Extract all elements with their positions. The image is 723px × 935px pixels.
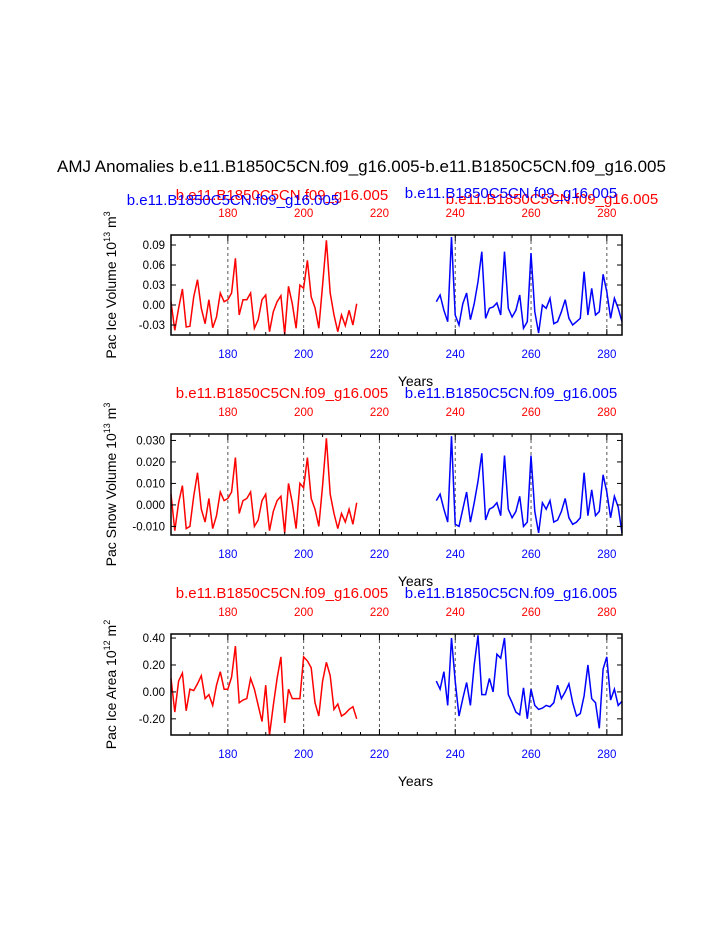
x-tick-label-blue: 280 [597,549,616,561]
x-tick-label-blue: 240 [446,549,465,561]
x-tick-label-blue: 200 [294,549,313,561]
y-label-exponent: 13 [102,423,112,433]
x-tick-label-blue: 220 [370,549,389,561]
x-tick-label-blue: 280 [597,349,616,361]
y-tick-label: 0.40 [143,633,165,645]
figure-title: AMJ Anomalies b.e11.B1850C5CN.f09_g16.00… [57,157,666,176]
y-label-exponent: 13 [102,232,112,242]
x-tick-label-blue: 220 [370,749,389,761]
x-tick-label-red: 220 [370,407,389,419]
case-label-red-right: b.e11.B1850C5CN.f09_g16.005 [446,191,658,208]
y-tick-label: -0.03 [139,320,165,332]
x-axis-label: Years [398,773,433,789]
x-tick-label-red: 200 [294,407,313,419]
y-axis-label: Pac Snow Volume 1013 m3 [102,403,119,567]
y-label-unit: m [103,216,119,232]
x-tick-label-red: 240 [446,208,465,220]
panel-3: 0.40 0.20 0.00 -0.20 180 200 220 240 260 280 180 20… [102,585,623,789]
case-label-red: b.e11.B1850C5CN.f09_g16.005 [176,585,388,602]
x-tick-label-blue: 200 [294,749,313,761]
x-tick-label-red: 240 [446,407,465,419]
case-label-red: b.e11.B1850C5CN.f09_g16.005 [176,187,388,204]
x-tick-label-red: 180 [218,607,237,619]
y-tick-label: 0.00 [143,300,165,312]
y-tick-label: 0.20 [143,660,165,672]
x-tick-label-red: 200 [294,607,313,619]
x-tick-label-blue: 180 [218,349,237,361]
x-tick-label-blue: 280 [597,749,616,761]
y-tick-label: 0.06 [143,260,165,272]
x-tick-label-blue: 240 [446,749,465,761]
x-tick-label-blue: 180 [218,549,237,561]
case-label-red: b.e11.B1850C5CN.f09_g16.005 [176,385,388,402]
x-tick-label-blue: 180 [218,749,237,761]
x-tick-label-red: 180 [218,407,237,419]
plot-frame [170,633,623,736]
x-tick-label-red: 260 [521,407,540,419]
series-line-blue [435,635,623,729]
y-tick-label: 0.030 [136,435,165,447]
x-tick-label-blue: 260 [521,549,540,561]
series-line-red [170,438,358,533]
case-label-blue: b.e11.B1850C5CN.f09_g16.005 [405,585,617,602]
y-label-unit-exponent: 3 [102,211,112,216]
series-line-red [170,240,358,335]
y-tick-label: 0.00 [143,687,165,699]
y-label-exponent: 12 [102,640,112,650]
y-axis-label: Pac Ice Area 1012 m2 [102,620,119,749]
x-tick-label-blue: 260 [521,749,540,761]
y-tick-label: 0.09 [143,240,165,252]
x-tick-label-red: 280 [597,407,616,419]
x-tick-label-red: 280 [597,607,616,619]
y-tick-label: 0.020 [136,457,165,469]
y-tick-label: 0.010 [136,478,165,490]
y-axis-label: Pac Ice Volume 1013 m3 [102,211,119,358]
x-tick-label-blue: 220 [370,349,389,361]
x-tick-label-red: 180 [218,208,237,220]
y-label-text: Pac Ice Volume 10 [103,242,119,359]
case-label-blue: b.e11.B1850C5CN.f09_g16.005 [405,385,617,402]
plot-frame [170,234,623,336]
y-tick-label: 0.03 [143,280,165,292]
case-label-blue: b.e11.B1850C5CN.f09_g16.005 [127,192,339,209]
panel-1: 0.09 0.06 0.03 0.00 -0.03 180 200 220 240 260 280 1… [102,185,658,389]
y-label-unit-exponent: 3 [102,403,112,408]
y-label-unit-exponent: 2 [102,620,112,625]
x-axis-label: Years [398,573,433,589]
panel-2: 0.030 0.020 0.010 0.000 -0.010 180 200 220 240 26… [102,385,623,589]
plot-frame [170,433,623,536]
x-tick-label-blue: 240 [446,349,465,361]
y-tick-label: -0.010 [132,521,165,533]
y-tick-label: -0.20 [139,714,165,726]
x-tick-label-red: 200 [294,208,313,220]
x-tick-label-red: 260 [521,208,540,220]
x-tick-label-blue: 260 [521,349,540,361]
case-label-blue-right: b.e11.B1850C5CN.f09_g16.005 [405,185,617,202]
series-line-red [170,646,358,736]
x-tick-label-red: 220 [370,208,389,220]
x-tick-label-red: 260 [521,607,540,619]
series-line-blue [435,236,623,334]
y-tick-label: 0.000 [136,500,165,512]
y-label-unit: m [103,408,119,424]
x-tick-label-blue: 200 [294,349,313,361]
x-axis-label: Years [398,373,433,389]
panels: 0.09 0.06 0.03 0.00 -0.03 180 200 220 240 260 280 1… [102,185,658,789]
x-tick-label-red: 280 [597,208,616,220]
series-line-blue [435,436,623,534]
y-label-text: Pac Ice Area 10 [103,650,119,749]
x-tick-label-red: 220 [370,607,389,619]
y-label-unit: m [103,625,119,641]
y-label-text: Pac Snow Volume 10 [103,433,119,566]
x-tick-label-red: 240 [446,607,465,619]
